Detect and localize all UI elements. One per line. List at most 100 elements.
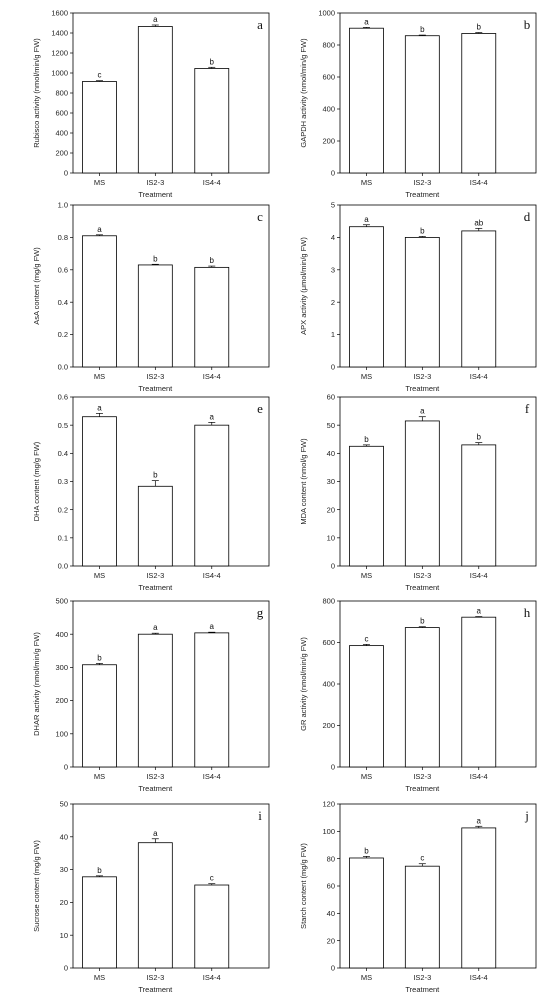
significance-label: b: [210, 256, 215, 265]
y-tick-label: 400: [322, 105, 335, 114]
y-tick-label: 800: [322, 41, 335, 50]
bar-ms: [82, 876, 117, 969]
chart-panel-a: 0 200 400 600 800 1000 1200 1400 1600 Rubisco act…: [32, 9, 270, 199]
y-tick-label: 40: [327, 909, 335, 918]
y-tick-label: 1000: [51, 69, 68, 78]
x-tick-label: MS: [361, 973, 372, 982]
x-axis-title: Treatment: [405, 583, 440, 592]
panel-letter: j: [524, 808, 529, 823]
y-tick-label: 500: [55, 597, 68, 606]
bar-ms: [349, 226, 384, 368]
y-axis-title: GR activity (nmol/min/g FW): [299, 637, 308, 731]
y-tick-label: 5: [331, 201, 335, 210]
bar-ms: [349, 27, 384, 174]
x-tick-label: MS: [361, 772, 372, 781]
y-axis-title: Starch content (mg/g FW): [299, 843, 308, 929]
x-axis-title: Treatment: [405, 384, 440, 393]
significance-label: b: [364, 435, 369, 444]
y-tick-label: 0.6: [58, 265, 68, 274]
bar-ms: [82, 664, 117, 768]
x-tick-label: IS2-3: [146, 973, 164, 982]
chart-panel-d: 0 1 2 3 4 5 APX activity (μmol/min/g FW) a MS b IS…: [299, 201, 537, 393]
chart-panel-c: 0.0 0.2 0.4 0.6 0.8 1.0 AsA content (mg/g FW) a…: [32, 201, 270, 393]
y-tick-label: 60: [327, 882, 335, 891]
y-tick-label: 0.3: [58, 477, 68, 486]
y-tick-label: 0.0: [58, 562, 68, 571]
y-tick-label: 1: [331, 330, 335, 339]
y-tick-label: 1600: [51, 9, 68, 18]
panel-letter: g: [257, 605, 264, 620]
x-tick-label: MS: [94, 973, 105, 982]
x-tick-label: IS4-4: [203, 178, 221, 187]
panel-letter: f: [525, 401, 530, 416]
y-tick-label: 80: [327, 854, 335, 863]
significance-label: b: [364, 846, 369, 855]
bar-is4-4: [194, 266, 230, 368]
significance-label: a: [153, 829, 158, 838]
bar-is4-4: [194, 632, 230, 768]
y-tick-label: 300: [55, 663, 68, 672]
x-tick-label: IS4-4: [203, 973, 221, 982]
panel-letter: i: [258, 808, 262, 823]
y-tick-label: 400: [322, 680, 335, 689]
chart-panel-j: 0 20 40 60 80 100 120 Starch content (mg/g FW) b…: [299, 800, 537, 994]
y-tick-label: 60: [327, 393, 335, 402]
x-tick-label: MS: [361, 571, 372, 580]
y-tick-label: 600: [322, 73, 335, 82]
y-tick-label: 400: [55, 630, 68, 639]
y-tick-label: 0: [331, 169, 335, 178]
y-tick-label: 0: [64, 964, 68, 973]
significance-label: a: [153, 623, 158, 632]
y-tick-label: 800: [322, 597, 335, 606]
x-tick-label: IS2-3: [413, 973, 431, 982]
y-tick-label: 1.0: [58, 201, 68, 210]
x-tick-label: IS2-3: [413, 772, 431, 781]
x-tick-label: IS4-4: [470, 772, 488, 781]
significance-label: c: [210, 874, 214, 883]
bar-is2-3: [404, 420, 440, 567]
y-axis-title: GAPDH activity (nmol/min/g FW): [299, 38, 308, 148]
y-tick-label: 0.1: [58, 533, 68, 542]
bar-ms: [349, 645, 384, 768]
y-tick-label: 30: [327, 477, 335, 486]
y-tick-label: 0: [331, 763, 335, 772]
x-tick-label: IS2-3: [146, 772, 164, 781]
significance-label: c: [364, 634, 368, 643]
significance-label: a: [477, 607, 482, 616]
significance-label: a: [97, 403, 102, 412]
y-tick-label: 20: [327, 505, 335, 514]
y-tick-label: 20: [327, 936, 335, 945]
y-axis-title: APX activity (μmol/min/g FW): [299, 237, 308, 335]
panel-letter: c: [257, 209, 263, 224]
chart-panel-h: 0 200 400 600 800 GR activity (nmol/min/g FW)…: [299, 597, 537, 793]
y-tick-label: 0.8: [58, 233, 68, 242]
y-tick-label: 100: [322, 827, 335, 836]
y-tick-label: 40: [327, 449, 335, 458]
significance-label: b: [210, 57, 215, 66]
y-axis-title: Rubisco activity (nmol/min/g FW): [32, 38, 41, 148]
y-tick-label: 0.6: [58, 393, 68, 402]
bar-is2-3: [137, 264, 173, 368]
x-axis-title: Treatment: [405, 985, 440, 994]
y-axis-title: Sucrose content (mg/g FW): [32, 840, 41, 932]
x-axis-title: Treatment: [138, 384, 173, 393]
bar-is4-4: [461, 33, 497, 174]
x-axis-title: Treatment: [405, 784, 440, 793]
x-tick-label: IS2-3: [146, 178, 164, 187]
x-tick-label: IS4-4: [203, 372, 221, 381]
x-tick-label: IS2-3: [413, 571, 431, 580]
significance-label: a: [210, 412, 215, 421]
y-tick-label: 0: [64, 763, 68, 772]
x-tick-label: MS: [94, 372, 105, 381]
significance-label: b: [477, 23, 482, 32]
y-tick-label: 800: [55, 89, 68, 98]
x-axis-title: Treatment: [138, 784, 173, 793]
bar-is4-4: [461, 230, 497, 368]
y-tick-label: 0: [331, 964, 335, 973]
significance-label: a: [210, 622, 215, 631]
bar-ms: [82, 81, 117, 174]
significance-label: b: [153, 471, 158, 480]
y-tick-label: 0.5: [58, 421, 68, 430]
significance-label: b: [153, 254, 158, 263]
